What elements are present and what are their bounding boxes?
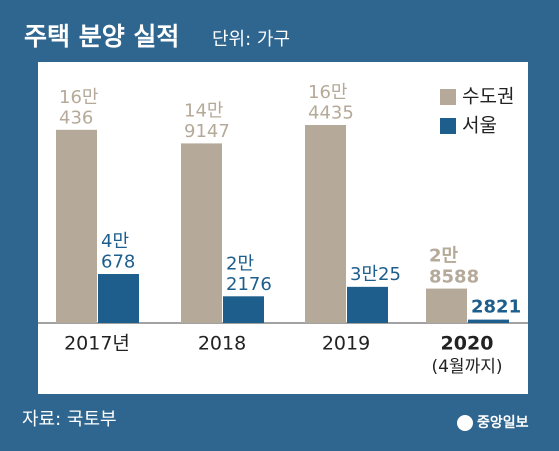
- value-label: 14만 9147: [184, 100, 230, 142]
- legend-label: 서울: [462, 115, 497, 137]
- x-tick-label: 2020: [441, 333, 494, 355]
- value-label: 16만 4435: [308, 82, 354, 124]
- legend-swatch: [440, 89, 456, 105]
- legend-label: 수도권: [462, 86, 514, 108]
- logo: 중앙일보: [477, 414, 529, 431]
- value-label: 16만 436: [59, 87, 98, 129]
- value-label: 4만 678: [101, 231, 135, 273]
- x-tick-note: (4월까지): [431, 357, 502, 377]
- x-tick-label: 2019: [322, 333, 370, 355]
- chart-title: 주택 분양 실적: [24, 22, 179, 51]
- x-tick-label: 2018: [198, 333, 246, 355]
- logo-icon: [457, 415, 473, 431]
- bar: [56, 129, 97, 323]
- value-label: 2821: [471, 297, 521, 318]
- bar: [181, 143, 222, 323]
- bar: [426, 288, 467, 323]
- legend-swatch: [440, 118, 456, 134]
- plot-panel: [38, 62, 528, 394]
- bar: [305, 125, 346, 323]
- value-label: 3만25: [350, 264, 401, 285]
- value-label: 2만 2176: [226, 253, 272, 295]
- bar: [98, 274, 139, 323]
- value-label: 2만 8588: [429, 246, 479, 288]
- bar: [468, 319, 509, 323]
- bar: [223, 296, 264, 323]
- x-tick-label: 2017년: [64, 333, 130, 355]
- source: 자료: 국토부: [22, 409, 117, 430]
- chart-subtitle: 단위: 가구: [212, 29, 290, 50]
- bar: [347, 286, 388, 323]
